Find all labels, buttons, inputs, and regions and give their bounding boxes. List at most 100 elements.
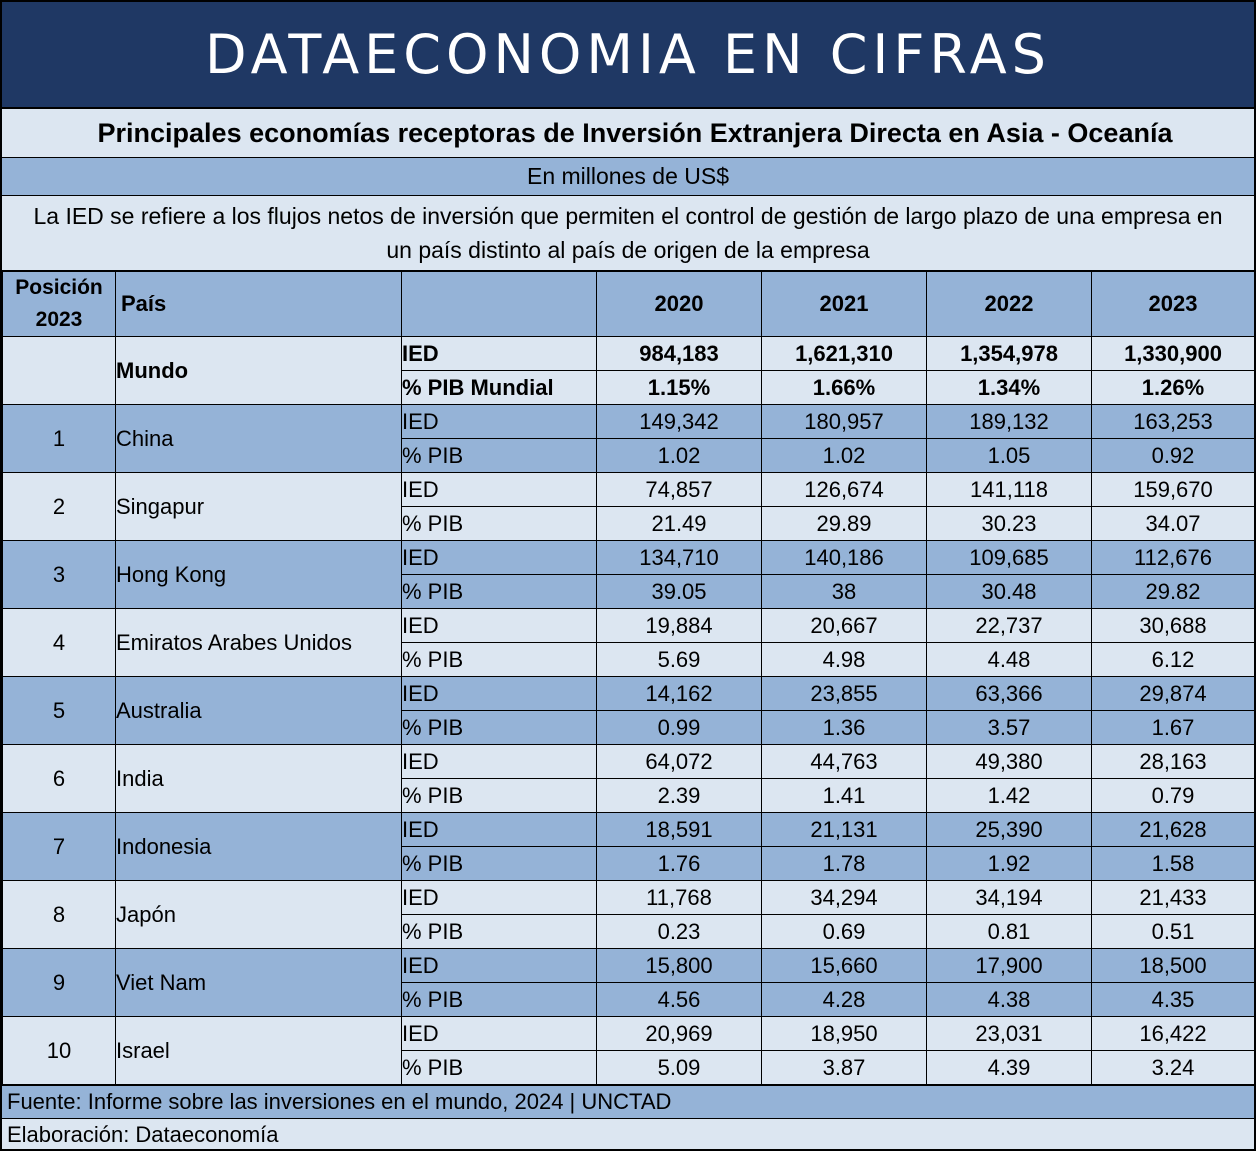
table-row: % PIB 2.39 1.41 1.42 0.79 — [3, 778, 1254, 813]
country-cell: Viet Nam — [115, 948, 402, 1017]
table-row: 7 Indonesia IED 18,591 21,131 25,390 21,628 — [2, 812, 1254, 881]
value-cell: 134,710 — [596, 540, 762, 575]
value-cell: 64,072 — [596, 744, 762, 779]
value-cell: 18,591 — [596, 812, 762, 847]
position-cell: 5 — [2, 676, 116, 745]
metric-label: IED — [401, 948, 597, 983]
description: La IED se refiere a los flujos netos de … — [2, 196, 1254, 271]
value-cell: 15,660 — [761, 948, 927, 983]
metric-label: % PIB — [401, 778, 597, 813]
table-row: 6 India IED 64,072 44,763 49,380 28,163 — [2, 744, 1254, 813]
value-cell: 1.02 — [596, 438, 762, 473]
metric-label: % PIB — [401, 1050, 597, 1085]
value-cell: 23,031 — [926, 1016, 1092, 1051]
value-cell: 1.26% — [1091, 370, 1254, 405]
header-position: Posición 2023 — [2, 271, 116, 337]
table-row: % PIB 5.09 3.87 4.39 3.24 — [3, 1050, 1254, 1085]
value-cell: 3.87 — [761, 1050, 927, 1085]
value-cell: 22,737 — [926, 608, 1092, 643]
value-cell: 4.28 — [761, 982, 927, 1017]
header-year: 2020 — [596, 271, 762, 337]
value-cell: 1.92 — [926, 846, 1092, 881]
value-cell: 20,667 — [761, 608, 927, 643]
header-year: 2021 — [761, 271, 927, 337]
table-row: % PIB 1.02 1.02 1.05 0.92 — [3, 438, 1254, 473]
unit-label: En millones de US$ — [2, 158, 1254, 196]
position-cell: 6 — [2, 744, 116, 813]
metric-label: IED — [401, 880, 597, 915]
value-cell: 25,390 — [926, 812, 1092, 847]
value-cell: 15,800 — [596, 948, 762, 983]
table-row: 4 Emiratos Arabes Unidos IED 19,884 20,667 22… — [2, 608, 1254, 677]
position-cell: 2 — [2, 472, 116, 541]
value-cell: 74,857 — [596, 472, 762, 507]
table-row: 2 Singapur IED 74,857 126,674 141,118 159,670 — [2, 472, 1254, 541]
value-cell: 1.36 — [761, 710, 927, 745]
value-cell: 984,183 — [596, 336, 762, 371]
value-cell: 0.79 — [1091, 778, 1254, 813]
country-cell: India — [115, 744, 402, 813]
value-cell: 159,670 — [1091, 472, 1254, 507]
metric-label: IED — [401, 744, 597, 779]
value-cell: 18,500 — [1091, 948, 1254, 983]
country-cell: Hong Kong — [115, 540, 402, 609]
value-cell: 126,674 — [761, 472, 927, 507]
metric-label: % PIB — [401, 506, 597, 541]
country-cell: Emiratos Arabes Unidos — [115, 608, 402, 677]
header-year: 2023 — [1091, 271, 1254, 337]
value-cell: 6.12 — [1091, 642, 1254, 677]
value-cell: 28,163 — [1091, 744, 1254, 779]
value-cell: 2.39 — [596, 778, 762, 813]
value-cell: 5.09 — [596, 1050, 762, 1085]
header-country: País — [115, 271, 402, 337]
value-cell: 140,186 — [761, 540, 927, 575]
value-cell: 34,194 — [926, 880, 1092, 915]
table-row: 10 Israel IED 20,969 18,950 23,031 16,422 — [2, 1016, 1254, 1085]
value-cell: 1.66% — [761, 370, 927, 405]
table-row: 9 Viet Nam IED 15,800 15,660 17,900 18,500 — [2, 948, 1254, 1017]
country-cell: Singapur — [115, 472, 402, 541]
value-cell: 1.42 — [926, 778, 1092, 813]
value-cell: 1.05 — [926, 438, 1092, 473]
value-cell: 19,884 — [596, 608, 762, 643]
position-cell: 3 — [2, 540, 116, 609]
value-cell: 112,676 — [1091, 540, 1254, 575]
value-cell: 3.57 — [926, 710, 1092, 745]
country-cell: Australia — [115, 676, 402, 745]
metric-label: % PIB — [401, 982, 597, 1017]
metric-label: % PIB — [401, 642, 597, 677]
value-cell: 1.34% — [926, 370, 1092, 405]
value-cell: 1.15% — [596, 370, 762, 405]
value-cell: 0.81 — [926, 914, 1092, 949]
metric-label: IED — [401, 676, 597, 711]
table-header-row: Posición 2023 País 2020 2021 2022 2023 — [2, 271, 1254, 337]
metric-label: % PIB — [401, 846, 597, 881]
value-cell: 180,957 — [761, 404, 927, 439]
value-cell: 1,330,900 — [1091, 336, 1254, 371]
metric-label: % PIB — [401, 710, 597, 745]
value-cell: 0.99 — [596, 710, 762, 745]
value-cell: 23,855 — [761, 676, 927, 711]
value-cell: 1.78 — [761, 846, 927, 881]
value-cell: 149,342 — [596, 404, 762, 439]
value-cell: 4.56 — [596, 982, 762, 1017]
value-cell: 0.69 — [761, 914, 927, 949]
value-cell: 63,366 — [926, 676, 1092, 711]
position-cell: 8 — [2, 880, 116, 949]
value-cell: 4.35 — [1091, 982, 1254, 1017]
value-cell: 30.23 — [926, 506, 1092, 541]
value-cell: 14,162 — [596, 676, 762, 711]
metric-label: IED — [401, 812, 597, 847]
value-cell: 0.51 — [1091, 914, 1254, 949]
value-cell: 30,688 — [1091, 608, 1254, 643]
value-cell: 1,621,310 — [761, 336, 927, 371]
metric-label: % PIB Mundial — [401, 370, 597, 405]
value-cell: 1.76 — [596, 846, 762, 881]
country-cell: Israel — [115, 1016, 402, 1085]
value-cell: 30.48 — [926, 574, 1092, 609]
table-row: % PIB 39.05 38 30.48 29.82 — [3, 574, 1254, 609]
position-cell: 9 — [2, 948, 116, 1017]
value-cell: 29.89 — [761, 506, 927, 541]
value-cell: 4.39 — [926, 1050, 1092, 1085]
value-cell: 0.92 — [1091, 438, 1254, 473]
